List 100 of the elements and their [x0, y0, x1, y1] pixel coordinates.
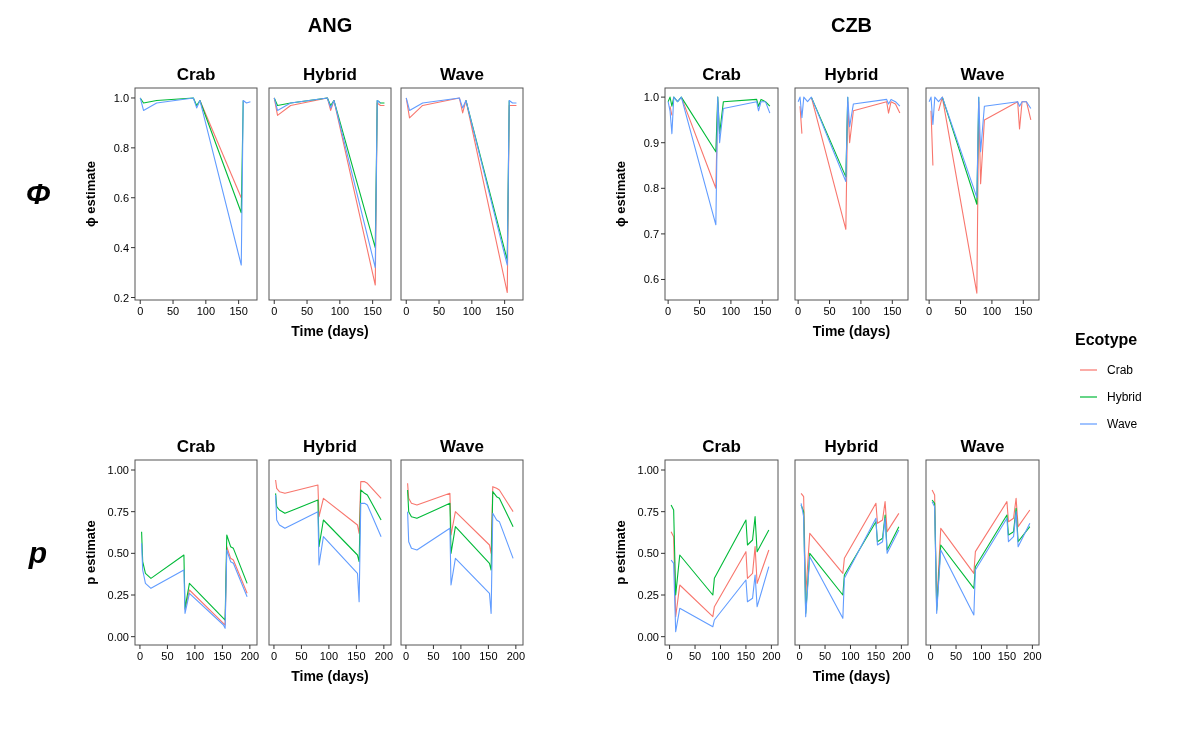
y-tick-label: 0.7 [643, 227, 659, 240]
line-series [670, 531, 770, 618]
y-tick-label: 0.9 [643, 136, 659, 149]
chart-title: Crab [176, 65, 216, 84]
x-tick-label: 150 [1014, 305, 1033, 317]
x-tick-label: 0 [926, 305, 933, 317]
x-tick-label: 50 [688, 650, 702, 662]
x-tick-label: 100 [721, 305, 741, 317]
y-tick-label: 1.0 [643, 91, 659, 104]
y-axis-title: p estimate [83, 520, 98, 585]
x-tick-label: 150 [753, 305, 772, 317]
y-axis-title: ϕ estimate [613, 160, 628, 228]
x-tick-label: 150 [347, 650, 366, 662]
x-tick-label: 0 [796, 650, 803, 662]
y-tick-label: 0.6 [113, 191, 129, 204]
y-axis-title: p estimate [613, 520, 628, 585]
x-tick-label: 0 [403, 305, 410, 317]
y-tick-label: 0.8 [643, 182, 659, 195]
x-tick-label: 100 [330, 305, 350, 317]
y-tick-label: 0.75 [107, 505, 129, 518]
chart-title: Hybrid [824, 437, 879, 456]
chart-title: Hybrid [824, 65, 879, 84]
y-tick-label: 0.4 [113, 241, 129, 254]
x-tick-label: 50 [161, 650, 174, 662]
x-tick-label: 150 [363, 305, 382, 317]
y-tick-label: 1.0 [113, 91, 129, 104]
y-tick-label: 1.00 [637, 464, 659, 476]
x-tick-label: 200 [374, 650, 394, 662]
x-tick-label: 100 [982, 305, 1002, 317]
x-tick-label: 50 [427, 650, 440, 662]
x-tick-label: 100 [185, 650, 205, 662]
x-tick-label: 150 [213, 650, 232, 662]
x-tick-label: 50 [432, 305, 446, 317]
x-tick-label: 0 [666, 650, 673, 662]
y-tick-label: 0.50 [637, 547, 659, 560]
x-tick-label: 0 [665, 305, 672, 317]
y-axis-title: ϕ estimate [83, 160, 98, 228]
x-tick-label: 100 [851, 305, 871, 317]
x-tick-label: 50 [300, 305, 314, 317]
y-tick-label: 1.00 [107, 464, 129, 476]
y-tick-label: 0.25 [637, 589, 659, 601]
y-tick-label: 0.00 [637, 630, 659, 643]
x-tick-label: 150 [479, 650, 498, 662]
x-tick-label: 150 [736, 650, 756, 662]
line-series [141, 542, 248, 629]
chart-title: Crab [702, 437, 741, 456]
chart-title: Crab [702, 65, 741, 84]
x-tick-label: 50 [693, 305, 706, 317]
x-tick-label: 50 [949, 650, 963, 662]
x-axis-title: Time (days) [812, 668, 891, 684]
chart-title: Wave [440, 65, 484, 84]
y-tick-label: 0.2 [113, 291, 129, 304]
x-tick-label: 200 [240, 650, 260, 662]
x-tick-label: 100 [841, 650, 860, 662]
line-series [667, 96, 771, 226]
x-axis-title: Time (days) [812, 323, 891, 339]
x-tick-label: 50 [818, 650, 832, 662]
chart-title: Wave [960, 65, 1005, 84]
y-tick-label: 0.50 [107, 547, 129, 560]
x-tick-label: 200 [762, 650, 781, 662]
x-tick-label: 100 [319, 650, 339, 662]
x-tick-label: 150 [997, 650, 1017, 662]
chart-title: Hybrid [303, 437, 357, 456]
x-tick-label: 50 [823, 305, 836, 317]
x-tick-label: 100 [196, 305, 216, 317]
x-tick-label: 50 [295, 650, 308, 662]
x-tick-label: 150 [229, 305, 248, 317]
x-tick-label: 0 [927, 650, 934, 662]
x-tick-label: 0 [795, 305, 802, 317]
line-series [670, 559, 770, 633]
text: Φ [25, 177, 51, 210]
text: ANG [307, 14, 353, 36]
text: CZB [830, 14, 873, 36]
x-tick-label: 0 [271, 305, 278, 317]
x-tick-label: 100 [972, 650, 991, 662]
chart-title: Crab [176, 437, 216, 456]
x-tick-label: 50 [954, 305, 967, 317]
x-tick-label: 150 [883, 305, 902, 317]
legend-label: Hybrid [1107, 390, 1142, 404]
x-tick-label: 200 [506, 650, 526, 662]
x-axis-title: Time (days) [291, 668, 369, 684]
y-tick-label: 0.25 [107, 589, 129, 601]
line-series [139, 97, 251, 266]
x-axis-title: Time (days) [291, 323, 369, 339]
chart-title: Wave [440, 437, 484, 456]
chart-title: Hybrid [303, 65, 357, 84]
x-tick-label: 0 [136, 650, 144, 662]
y-tick-label: 0.6 [643, 273, 659, 286]
x-tick-label: 150 [866, 650, 886, 662]
y-tick-label: 0.75 [637, 505, 659, 518]
x-tick-label: 100 [711, 650, 730, 662]
x-tick-label: 0 [402, 650, 410, 662]
x-tick-label: 100 [462, 305, 482, 317]
x-tick-label: 200 [1023, 650, 1042, 662]
y-tick-label: 0.8 [113, 141, 129, 154]
x-tick-label: 200 [892, 650, 911, 662]
chart-title: Wave [960, 437, 1005, 456]
y-tick-label: 0.00 [107, 630, 129, 643]
x-tick-label: 100 [451, 650, 471, 662]
text: p [27, 535, 48, 569]
